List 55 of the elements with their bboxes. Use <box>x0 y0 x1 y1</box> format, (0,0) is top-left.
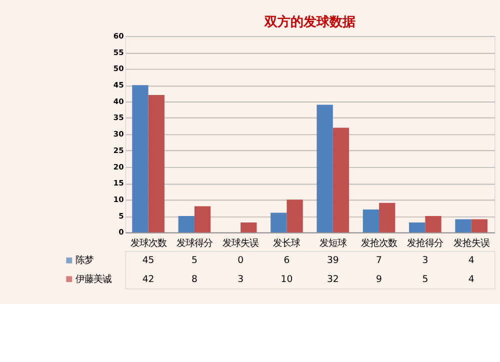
data-label: 10 <box>280 274 293 285</box>
data-label: 3 <box>422 255 428 266</box>
data-label: 0 <box>238 255 244 266</box>
data-label: 5 <box>422 274 428 285</box>
bar <box>332 128 350 232</box>
y-tick-label: 35 <box>113 113 124 122</box>
bar <box>270 212 287 232</box>
chart-title: 双方的发球数据 <box>263 14 356 30</box>
x-tick-label: 发短球 <box>319 238 346 249</box>
x-tick-label: 发球失误 <box>222 238 259 249</box>
y-tick-label: 60 <box>113 31 124 40</box>
legend-label: 伊藤美诚 <box>76 274 112 285</box>
y-tick-label: 30 <box>113 130 124 139</box>
data-label: 4 <box>468 274 474 285</box>
x-tick-label: 发球得分 <box>176 238 212 249</box>
data-label: 4 <box>468 255 474 266</box>
data-label: 7 <box>376 255 382 266</box>
bar <box>471 219 488 232</box>
x-tick-label: 发长球 <box>273 238 300 249</box>
data-label: 6 <box>284 255 290 266</box>
y-tick-label: 50 <box>113 64 124 74</box>
bar <box>148 94 164 232</box>
bar <box>409 222 426 232</box>
x-tick-label: 发抢得分 <box>407 238 444 249</box>
x-tick-label: 发抢失误 <box>453 238 490 249</box>
data-label: 32 <box>326 274 339 285</box>
y-tick-label: 15 <box>113 178 124 188</box>
y-tick-label: 45 <box>113 80 124 90</box>
x-tick-label: 发球次数 <box>130 238 166 249</box>
data-label: 9 <box>376 274 382 285</box>
data-label: 3 <box>238 274 244 285</box>
legend-label: 陈梦 <box>76 255 94 266</box>
y-tick-label: 20 <box>113 162 124 172</box>
data-label: 45 <box>142 255 154 266</box>
x-tick-label: 发抢次数 <box>361 238 398 249</box>
bar <box>316 104 333 232</box>
bar <box>286 200 303 232</box>
bar <box>132 85 148 232</box>
data-label: 42 <box>142 274 154 285</box>
y-tick-label: 25 <box>113 146 124 155</box>
data-label: 8 <box>191 274 198 285</box>
bar <box>455 219 472 232</box>
bar <box>379 202 396 232</box>
y-tick-label: 5 <box>118 211 124 220</box>
bar <box>362 209 380 232</box>
bar <box>425 216 442 232</box>
bar <box>240 222 257 232</box>
y-tick-label: 0 <box>118 228 124 237</box>
bar <box>194 206 211 232</box>
bar <box>178 216 194 232</box>
y-tick-label: 55 <box>113 48 124 57</box>
data-label: 5 <box>191 255 198 266</box>
data-label: 39 <box>326 255 339 266</box>
y-tick-label: 40 <box>113 96 124 106</box>
y-tick-label: 10 <box>113 195 124 204</box>
